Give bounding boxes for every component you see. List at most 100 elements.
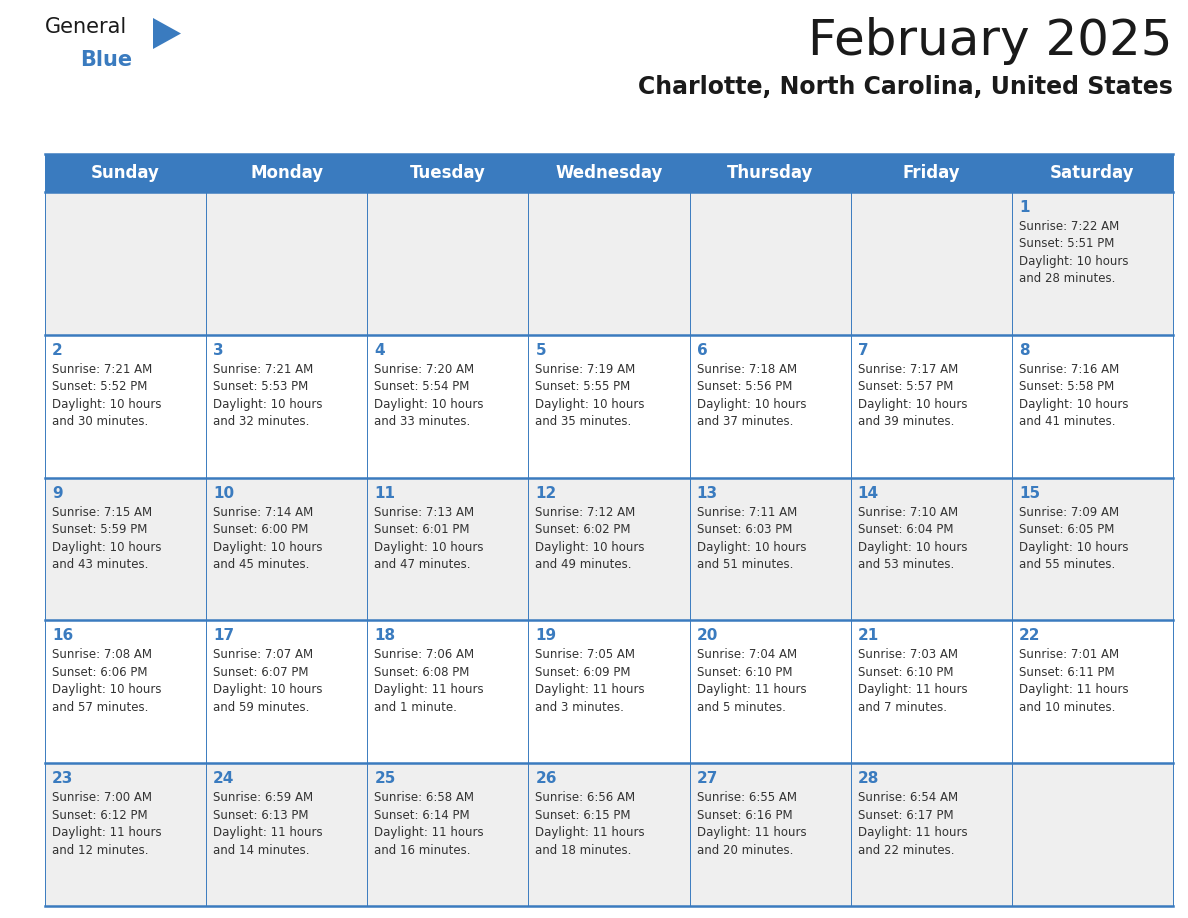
- Text: Daylight: 11 hours: Daylight: 11 hours: [858, 826, 967, 839]
- Text: Daylight: 10 hours: Daylight: 10 hours: [52, 397, 162, 410]
- Text: and 28 minutes.: and 28 minutes.: [1019, 273, 1116, 285]
- Text: Daylight: 11 hours: Daylight: 11 hours: [374, 683, 484, 697]
- Text: 8: 8: [1019, 342, 1030, 358]
- Text: and 51 minutes.: and 51 minutes.: [696, 558, 792, 571]
- Text: Sunset: 6:10 PM: Sunset: 6:10 PM: [696, 666, 792, 679]
- Text: Daylight: 11 hours: Daylight: 11 hours: [213, 826, 323, 839]
- Text: 7: 7: [858, 342, 868, 358]
- Text: Friday: Friday: [903, 164, 960, 182]
- Text: 10: 10: [213, 486, 234, 500]
- Text: Daylight: 11 hours: Daylight: 11 hours: [696, 826, 807, 839]
- Text: and 7 minutes.: and 7 minutes.: [858, 701, 947, 714]
- Text: and 49 minutes.: and 49 minutes.: [536, 558, 632, 571]
- Text: Monday: Monday: [251, 164, 323, 182]
- Text: Sunset: 5:52 PM: Sunset: 5:52 PM: [52, 380, 147, 393]
- Text: Sunset: 6:09 PM: Sunset: 6:09 PM: [536, 666, 631, 679]
- Text: Sunrise: 7:10 AM: Sunrise: 7:10 AM: [858, 506, 958, 519]
- Text: 25: 25: [374, 771, 396, 786]
- Text: Sunrise: 7:09 AM: Sunrise: 7:09 AM: [1019, 506, 1119, 519]
- Text: Sunrise: 7:21 AM: Sunrise: 7:21 AM: [52, 363, 152, 375]
- Text: Sunset: 6:16 PM: Sunset: 6:16 PM: [696, 809, 792, 822]
- Text: and 33 minutes.: and 33 minutes.: [374, 415, 470, 429]
- Text: and 39 minutes.: and 39 minutes.: [858, 415, 954, 429]
- Text: Sunset: 6:12 PM: Sunset: 6:12 PM: [52, 809, 147, 822]
- Text: Sunrise: 7:17 AM: Sunrise: 7:17 AM: [858, 363, 958, 375]
- Text: and 22 minutes.: and 22 minutes.: [858, 844, 954, 856]
- Text: 15: 15: [1019, 486, 1040, 500]
- Text: Daylight: 10 hours: Daylight: 10 hours: [213, 397, 323, 410]
- Text: Daylight: 10 hours: Daylight: 10 hours: [1019, 541, 1129, 554]
- Text: Sunset: 5:56 PM: Sunset: 5:56 PM: [696, 380, 792, 393]
- Text: Daylight: 11 hours: Daylight: 11 hours: [52, 826, 162, 839]
- Text: Sunrise: 6:59 AM: Sunrise: 6:59 AM: [213, 791, 314, 804]
- Text: Daylight: 10 hours: Daylight: 10 hours: [1019, 397, 1129, 410]
- Text: Sunrise: 7:00 AM: Sunrise: 7:00 AM: [52, 791, 152, 804]
- Text: Daylight: 10 hours: Daylight: 10 hours: [858, 541, 967, 554]
- Text: Daylight: 10 hours: Daylight: 10 hours: [696, 541, 807, 554]
- Text: 27: 27: [696, 771, 718, 786]
- Bar: [45, 763, 1173, 906]
- Text: Daylight: 10 hours: Daylight: 10 hours: [374, 541, 484, 554]
- Text: Tuesday: Tuesday: [410, 164, 486, 182]
- Text: and 59 minutes.: and 59 minutes.: [213, 701, 310, 714]
- Text: and 3 minutes.: and 3 minutes.: [536, 701, 625, 714]
- Text: Blue: Blue: [80, 50, 132, 70]
- Bar: [45, 192, 1173, 335]
- Text: Sunset: 6:06 PM: Sunset: 6:06 PM: [52, 666, 147, 679]
- Text: Sunset: 6:03 PM: Sunset: 6:03 PM: [696, 523, 792, 536]
- Text: Sunset: 6:02 PM: Sunset: 6:02 PM: [536, 523, 631, 536]
- Text: Sunrise: 7:06 AM: Sunrise: 7:06 AM: [374, 648, 474, 661]
- Text: Sunset: 5:51 PM: Sunset: 5:51 PM: [1019, 238, 1114, 251]
- Text: Sunset: 6:10 PM: Sunset: 6:10 PM: [858, 666, 953, 679]
- Text: Daylight: 10 hours: Daylight: 10 hours: [374, 397, 484, 410]
- Text: Sunset: 6:15 PM: Sunset: 6:15 PM: [536, 809, 631, 822]
- Text: Saturday: Saturday: [1050, 164, 1135, 182]
- Text: Daylight: 10 hours: Daylight: 10 hours: [858, 397, 967, 410]
- Bar: [45, 335, 1173, 477]
- Text: Sunrise: 7:21 AM: Sunrise: 7:21 AM: [213, 363, 314, 375]
- Text: Sunset: 6:04 PM: Sunset: 6:04 PM: [858, 523, 953, 536]
- Text: and 16 minutes.: and 16 minutes.: [374, 844, 470, 856]
- Text: Sunrise: 6:58 AM: Sunrise: 6:58 AM: [374, 791, 474, 804]
- Text: 12: 12: [536, 486, 557, 500]
- Text: Daylight: 10 hours: Daylight: 10 hours: [213, 683, 323, 697]
- Text: and 53 minutes.: and 53 minutes.: [858, 558, 954, 571]
- Text: Daylight: 10 hours: Daylight: 10 hours: [536, 397, 645, 410]
- Text: Sunset: 5:53 PM: Sunset: 5:53 PM: [213, 380, 309, 393]
- Text: Sunrise: 7:20 AM: Sunrise: 7:20 AM: [374, 363, 474, 375]
- Text: 28: 28: [858, 771, 879, 786]
- Text: Sunrise: 7:03 AM: Sunrise: 7:03 AM: [858, 648, 958, 661]
- Text: Sunrise: 7:01 AM: Sunrise: 7:01 AM: [1019, 648, 1119, 661]
- Text: Sunset: 6:01 PM: Sunset: 6:01 PM: [374, 523, 469, 536]
- Text: Daylight: 10 hours: Daylight: 10 hours: [536, 541, 645, 554]
- Text: Daylight: 10 hours: Daylight: 10 hours: [52, 683, 162, 697]
- Text: Sunset: 6:11 PM: Sunset: 6:11 PM: [1019, 666, 1114, 679]
- Text: Sunset: 6:05 PM: Sunset: 6:05 PM: [1019, 523, 1114, 536]
- Text: 17: 17: [213, 629, 234, 644]
- Text: and 14 minutes.: and 14 minutes.: [213, 844, 310, 856]
- Text: 21: 21: [858, 629, 879, 644]
- Text: Sunrise: 7:22 AM: Sunrise: 7:22 AM: [1019, 220, 1119, 233]
- Text: Sunset: 5:57 PM: Sunset: 5:57 PM: [858, 380, 953, 393]
- Text: General: General: [45, 17, 127, 37]
- Text: 6: 6: [696, 342, 707, 358]
- Bar: [45, 154, 1173, 192]
- Bar: [45, 477, 1173, 621]
- Text: Sunrise: 7:15 AM: Sunrise: 7:15 AM: [52, 506, 152, 519]
- Text: 11: 11: [374, 486, 396, 500]
- Text: 13: 13: [696, 486, 718, 500]
- Text: 1: 1: [1019, 200, 1029, 215]
- Text: Sunrise: 7:12 AM: Sunrise: 7:12 AM: [536, 506, 636, 519]
- Text: Sunset: 5:55 PM: Sunset: 5:55 PM: [536, 380, 631, 393]
- Text: Sunset: 6:17 PM: Sunset: 6:17 PM: [858, 809, 953, 822]
- Text: 9: 9: [52, 486, 63, 500]
- Text: Sunrise: 6:54 AM: Sunrise: 6:54 AM: [858, 791, 958, 804]
- Text: 19: 19: [536, 629, 556, 644]
- Text: and 18 minutes.: and 18 minutes.: [536, 844, 632, 856]
- Text: Daylight: 10 hours: Daylight: 10 hours: [1019, 255, 1129, 268]
- Text: Sunset: 5:58 PM: Sunset: 5:58 PM: [1019, 380, 1114, 393]
- Text: 3: 3: [213, 342, 223, 358]
- Text: 5: 5: [536, 342, 546, 358]
- Text: Sunset: 6:14 PM: Sunset: 6:14 PM: [374, 809, 470, 822]
- Text: and 10 minutes.: and 10 minutes.: [1019, 701, 1116, 714]
